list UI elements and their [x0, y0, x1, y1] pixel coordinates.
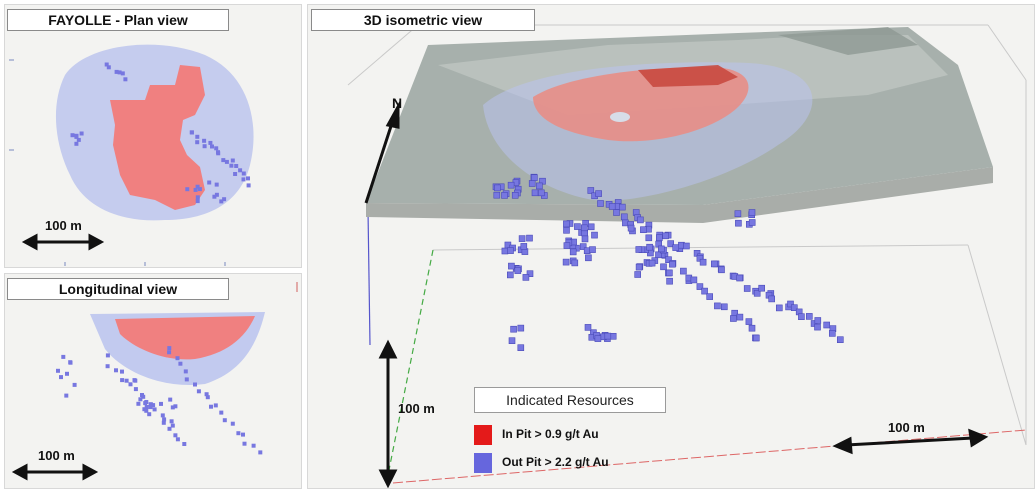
vertical-scale-label: 100 m: [398, 401, 435, 416]
plan-scale-bar: [21, 233, 105, 251]
plan-scale-label: 100 m: [45, 218, 82, 233]
longitudinal-view-graphic: [11, 282, 298, 481]
legend-label-out-pit: Out Pit > 2.2 g/t Au: [502, 455, 609, 469]
longitudinal-view-panel: Longitudinal view 100 m: [4, 273, 302, 489]
isometric-view-panel: 3D isometric view N 100 m 100 m Indicate…: [307, 4, 1035, 489]
plan-in-pit-body: [110, 65, 205, 210]
legend-swatch-out-pit: [474, 453, 492, 473]
isometric-view-graphic: [347, 24, 1027, 488]
plan-view-panel: FAYOLLE - Plan view 100 m: [4, 4, 302, 268]
longitudinal-scale-label: 100 m: [38, 448, 75, 463]
horizontal-scale-label: 100 m: [888, 420, 925, 435]
box-edge-red: [392, 429, 1027, 484]
longitudinal-view-title: Longitudinal view: [7, 278, 229, 300]
legend-swatch-in-pit: [474, 425, 492, 445]
horizontal-scale-bar: [832, 428, 989, 455]
terrain-slab-side: [366, 167, 993, 223]
box-edge-green: [387, 249, 434, 476]
vertical-scale-bar: [378, 339, 398, 488]
plan-view-title: FAYOLLE - Plan view: [7, 9, 229, 31]
longitudinal-out-pit-blocks: [56, 346, 263, 455]
plan-out-pit-blocks: [70, 62, 251, 204]
north-label: N: [392, 95, 403, 111]
legend-title: Indicated Resources: [474, 387, 666, 413]
longitudinal-in-pit-body: [115, 316, 255, 360]
isometric-view-title: 3D isometric view: [311, 9, 535, 31]
legend-label-in-pit: In Pit > 0.9 g/t Au: [502, 427, 599, 441]
longitudinal-scale-bar: [11, 463, 99, 481]
box-edge-blue: [367, 209, 371, 346]
out-pit-blocks: [492, 173, 844, 352]
plan-view-graphic: [9, 44, 254, 266]
north-arrow: [364, 101, 400, 204]
legend: Indicated Resources In Pit > 0.9 g/t Au …: [474, 387, 674, 479]
